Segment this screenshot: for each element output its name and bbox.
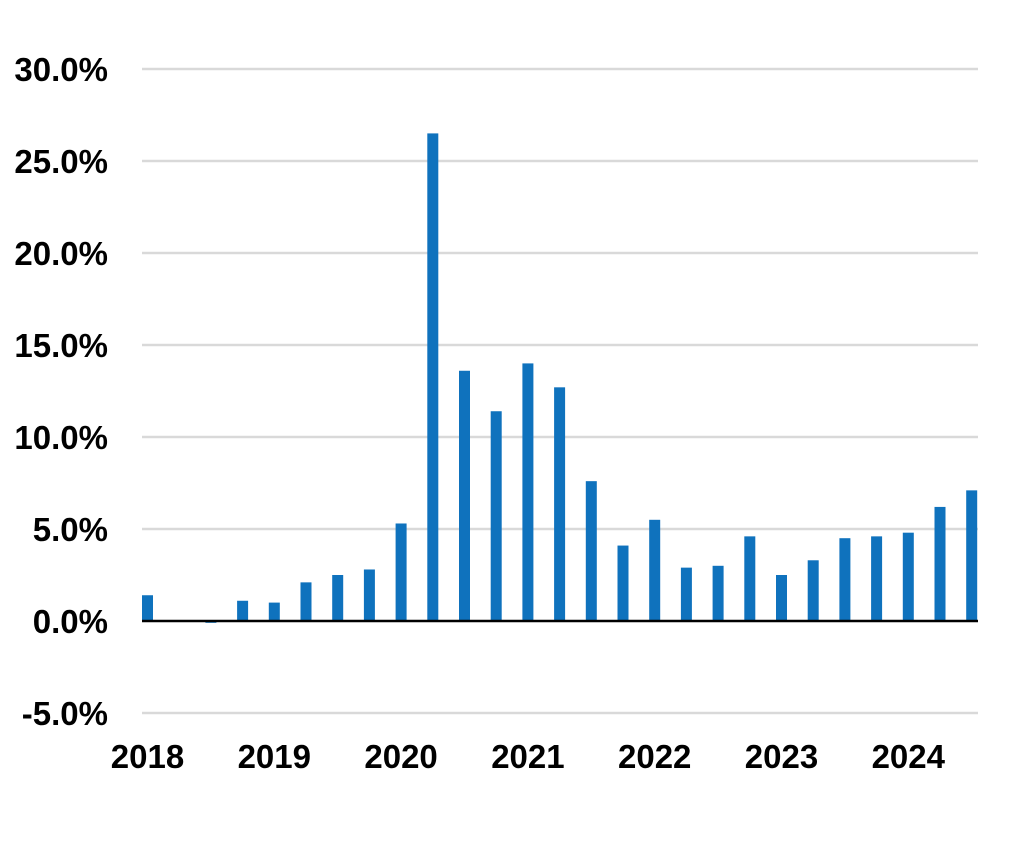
x-tick-label: 2019 <box>238 738 311 775</box>
bar-2022Q2 <box>680 567 692 621</box>
bar-2022Q4 <box>744 536 756 621</box>
x-tick-label: 2022 <box>618 738 691 775</box>
x-tick-label: 2020 <box>364 738 437 775</box>
bar-2021Q1 <box>522 363 534 621</box>
y-axis-tick-labels: -5.0% 0.0% 5.0% 10.0% 15.0% 20.0% 25.0% 30.0% <box>14 51 108 732</box>
bar-2019Q3 <box>332 575 344 621</box>
y-tick-label: 30.0% <box>14 51 108 88</box>
bar-2020Q4 <box>490 411 502 621</box>
bar-2019Q4 <box>363 569 375 621</box>
y-tick-label: -5.0% <box>22 695 108 732</box>
y-tick-label: 0.0% <box>33 603 108 640</box>
bar-2021Q3 <box>585 481 597 621</box>
bar-2023Q4 <box>871 536 883 621</box>
bar-2020Q1 <box>395 523 407 621</box>
x-tick-label: 2021 <box>491 738 564 775</box>
bar-2020Q3 <box>459 370 470 621</box>
bar-2022Q3 <box>712 565 724 621</box>
bar-2023Q2 <box>807 560 819 621</box>
bar-2021Q2 <box>554 387 566 621</box>
bar-2020Q2 <box>427 133 439 621</box>
bars <box>142 133 978 623</box>
y-tick-label: 5.0% <box>33 511 108 548</box>
bar-2019Q1 <box>268 602 280 621</box>
bar-2018Q1 <box>142 595 153 621</box>
bar-2023Q1 <box>776 575 787 621</box>
y-tick-label: 10.0% <box>14 419 108 456</box>
x-tick-label: 2018 <box>111 738 184 775</box>
x-axis-tick-labels: 2018 2019 2020 2021 2022 2023 2024 <box>111 738 946 775</box>
bar-2024Q3 <box>966 490 978 621</box>
x-tick-label: 2024 <box>872 738 946 775</box>
bar-2019Q2 <box>300 582 312 621</box>
bar-2024Q1 <box>902 532 914 621</box>
bar-2024Q2 <box>934 506 946 621</box>
bar-2021Q4 <box>617 545 629 621</box>
bar-2018Q4 <box>237 600 249 621</box>
bar-2023Q3 <box>839 538 851 621</box>
bar-2022Q1 <box>649 519 661 621</box>
y-tick-label: 15.0% <box>14 327 108 364</box>
y-tick-label: 20.0% <box>14 235 108 272</box>
x-tick-label: 2023 <box>745 738 818 775</box>
y-tick-label: 25.0% <box>14 143 108 180</box>
